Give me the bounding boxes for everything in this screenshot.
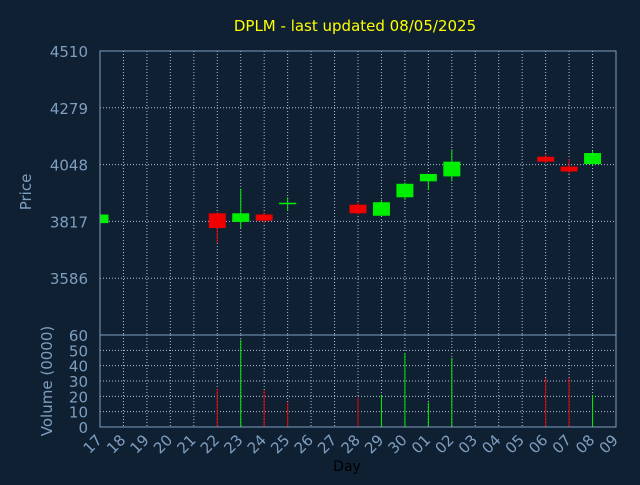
volume-tick-label: 20: [69, 388, 88, 406]
marks-layer: [100, 149, 602, 427]
volume-tick-label: 30: [69, 373, 88, 391]
volume-pane-border: [99, 334, 617, 428]
candle-body: [208, 213, 226, 229]
volume-tick-label: 50: [69, 342, 88, 360]
candle-body: [255, 214, 273, 221]
candle-body: [584, 153, 602, 165]
price-tick-label: 3817: [50, 213, 88, 231]
candle-body: [396, 183, 414, 198]
candle-body: [100, 214, 109, 224]
candles-group: [100, 149, 602, 243]
volume-tick-label: 40: [69, 358, 88, 376]
chart-title: DPLM - last updated 08/05/2025: [234, 17, 476, 35]
candle-body: [537, 156, 555, 162]
price-tick-label: 3586: [50, 270, 88, 288]
volume-axis-label: Volume (0000): [38, 326, 56, 436]
candle-body: [443, 161, 461, 177]
day-axis-label: Day: [333, 459, 361, 475]
candle-body: [349, 204, 367, 214]
candle-body: [560, 166, 578, 172]
volume-tick-label: 10: [69, 404, 88, 422]
price-tick-label: 4279: [50, 100, 88, 118]
candle-body: [232, 213, 250, 222]
volume-tick-label: 0: [78, 419, 88, 437]
price-tick-label: 4510: [50, 43, 88, 61]
volume-tick-label: 60: [69, 327, 88, 345]
candle-body: [419, 173, 437, 182]
candle-body: [372, 202, 390, 216]
price-axis-label: Price: [17, 174, 35, 211]
price-tick-label: 4048: [50, 157, 88, 175]
